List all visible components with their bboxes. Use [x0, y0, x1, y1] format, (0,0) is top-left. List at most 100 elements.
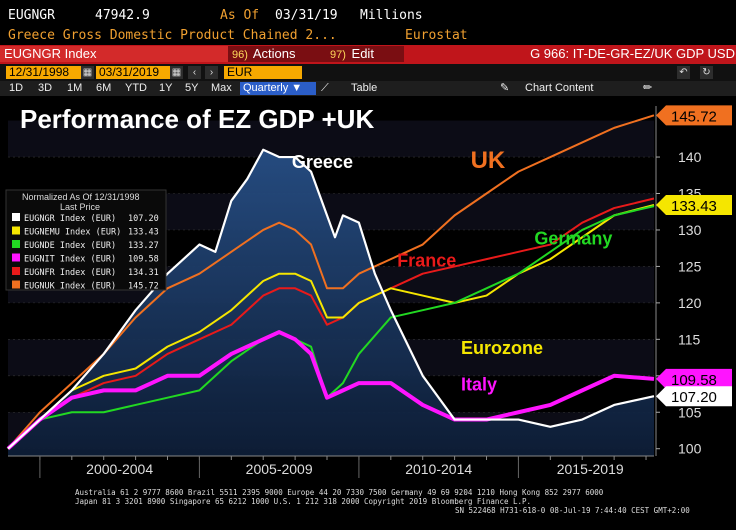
table-button[interactable]: Table — [351, 82, 378, 94]
greece-area — [8, 149, 654, 456]
period-tab[interactable]: 1M — [67, 82, 83, 94]
annotation-eurozone: Eurozone — [461, 338, 543, 358]
chart-title: Performance of EZ GDP +UK — [20, 104, 374, 134]
y-tick-label: 130 — [678, 222, 702, 238]
price-tag-box — [656, 386, 732, 407]
footer-copyright: Japan 81 3 3201 8900 Singapore 65 6212 1… — [75, 497, 532, 506]
series-line-france — [7, 197, 655, 450]
price-tag-box — [656, 105, 732, 126]
period-tab[interactable]: 5Y — [185, 82, 199, 94]
end-calendar-icon[interactable]: ▦ — [170, 66, 183, 79]
as-of-label: As Of — [220, 8, 260, 23]
as-of-date: 03/31/19 — [275, 8, 338, 23]
legend-value: 107.20 — [128, 214, 159, 224]
start-calendar-icon[interactable]: ▦ — [81, 66, 94, 79]
y-tick-label: 140 — [678, 149, 702, 165]
x-tick-label: 2000-2004 — [86, 461, 153, 477]
footer-session: SN 522468 H731-618-0 08-Jul-19 7:44:40 C… — [455, 506, 690, 515]
period-tab[interactable]: YTD — [125, 82, 147, 94]
security-header: EUGNGR 47942.9 As Of 03/31/19 Millions — [0, 0, 736, 26]
chart-options-icon[interactable]: ✎ — [500, 82, 510, 94]
gdp-chart: 100105110115120125130135140 2000-2004200… — [5, 104, 732, 478]
legend-box — [5, 189, 167, 291]
ticker: EUGNGR — [8, 8, 55, 23]
greece-area-fill — [8, 149, 654, 456]
annotation-uk: UK — [471, 147, 506, 174]
frequency-label: Quarterly — [243, 82, 289, 94]
frequency-select[interactable]: Quarterly ▼ — [240, 82, 316, 95]
series-line-italy — [6, 330, 655, 451]
period-bar: 1D 3D 1M 6M YTD 1Y 5Y Max Quarterly ▼ ⟋ … — [0, 81, 736, 96]
price-tag-text: 145.72 — [671, 108, 717, 125]
series-line-eurozone — [7, 203, 655, 450]
security-field[interactable]: EUGNGR Index — [0, 46, 228, 62]
period-tab[interactable]: 3D — [38, 82, 53, 94]
series-annotations: Greece UK Germany France Eurozone Italy — [292, 147, 612, 394]
currency-select[interactable]: EUR — [224, 66, 302, 79]
edit-button[interactable]: 97) Edit — [326, 46, 404, 62]
date-range-bar: 12/31/1998 ▦ 03/31/2019 ▦ ‹ › EUR ↶ ↻ — [0, 64, 736, 81]
source: Eurostat — [405, 28, 468, 43]
x-tick-label: 2005-2009 — [246, 461, 313, 477]
legend-subtitle: Last Price — [60, 202, 100, 212]
annotation-italy: Italy — [461, 374, 497, 394]
actions-number: 96) — [232, 49, 248, 61]
last-value: 47942.9 — [95, 8, 150, 23]
legend-name: EUGNEMU Index (EUR) — [24, 228, 121, 238]
footer: Australia 61 2 9777 8600 Brazil 5511 239… — [0, 485, 736, 530]
end-date-input[interactable]: 03/31/2019 — [96, 66, 170, 79]
legend-name: EUGNIT Index (EUR) — [24, 255, 116, 265]
footer-contacts: Australia 61 2 9777 8600 Brazil 5511 239… — [75, 488, 604, 497]
actions-button[interactable]: 96) Actions — [228, 46, 330, 62]
period-tab[interactable]: 1D — [9, 82, 24, 94]
x-tick-label: 2015-2019 — [557, 461, 624, 477]
edit-chart-icon[interactable]: ✏ — [643, 82, 653, 94]
start-date-input[interactable]: 12/31/1998 — [6, 66, 84, 79]
price-tag-text: 133.43 — [671, 198, 717, 215]
period-tab[interactable]: Max — [211, 82, 232, 94]
annotation-germany: Germany — [534, 229, 612, 249]
y-tick-label: 125 — [678, 258, 702, 274]
line-chart-icon[interactable]: ⟋ — [321, 82, 329, 94]
period-tab[interactable]: 6M — [96, 82, 112, 94]
undo-icon[interactable]: ↶ — [677, 66, 690, 79]
legend-value: 145.72 — [128, 282, 159, 292]
series-line-uk — [7, 114, 655, 450]
function-bar: EUGNGR Index 96) Actions 97) Edit G 966:… — [0, 45, 736, 64]
legend-value: 134.31 — [128, 268, 159, 278]
legend-value: 133.43 — [128, 228, 159, 238]
next-range-icon[interactable]: › — [205, 66, 218, 79]
y-tick-label: 120 — [678, 295, 702, 311]
legend-value: 109.58 — [128, 255, 159, 265]
y-tick-label: 115 — [678, 331, 701, 347]
price-tag-eurozone: 133.43 — [656, 194, 732, 215]
price-tag-greece: 107.20 — [656, 386, 732, 407]
legend-name: EUGNFR Index (EUR) — [24, 268, 116, 278]
function-title: G 966: IT-DE-GR-EZ/UK GDP USD — [530, 46, 735, 61]
actions-label: Actions — [252, 46, 296, 61]
legend-swatch-france — [12, 267, 20, 275]
legend-swatch-italy — [12, 253, 20, 262]
annotation-greece: Greece — [292, 152, 353, 172]
legend-swatch-greece — [12, 213, 20, 221]
series-line-greece — [7, 148, 655, 450]
legend-name: EUGNDE Index (EUR) — [24, 241, 116, 251]
y-tick-label: 100 — [678, 441, 702, 457]
legend-name: EUGNUK Index (EUR) — [24, 282, 116, 292]
price-tag-uk: 145.72 — [656, 105, 732, 126]
price-tag-text: 109.58 — [671, 372, 717, 389]
x-tick-label: 2010-2014 — [405, 461, 472, 477]
description: Greece Gross Domestic Product Chained 2.… — [8, 28, 337, 43]
legend-swatch-germany — [12, 240, 20, 248]
period-tab[interactable]: 1Y — [159, 82, 173, 94]
prev-range-icon[interactable]: ‹ — [188, 66, 201, 79]
annotation-france: France — [397, 250, 456, 270]
refresh-icon[interactable]: ↻ — [700, 66, 713, 79]
chart-content-button[interactable]: Chart Content — [525, 82, 594, 94]
legend-value: 133.27 — [128, 241, 159, 251]
legend-title: Normalized As Of 12/31/1998 — [22, 192, 140, 202]
series-lines — [6, 114, 655, 451]
units: Millions — [360, 8, 423, 23]
